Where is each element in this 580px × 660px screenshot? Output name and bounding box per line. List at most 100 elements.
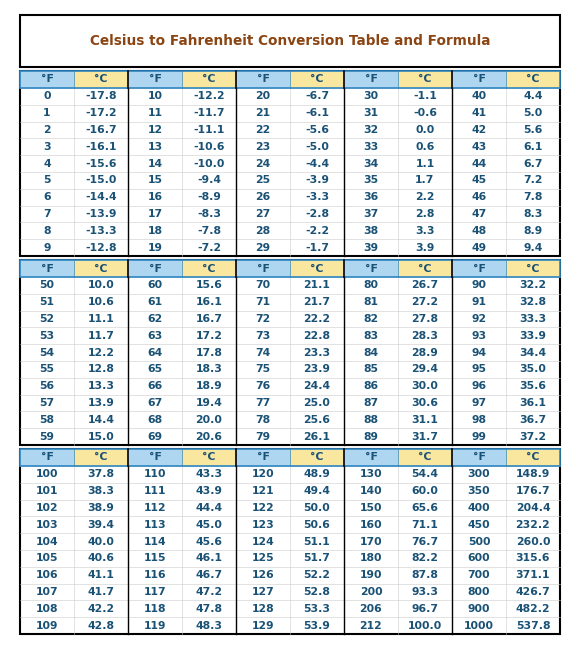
Text: 79: 79 [255,432,270,442]
Bar [452,449,506,466]
Text: -3.3: -3.3 [305,192,329,202]
Text: 9: 9 [44,243,51,253]
Text: 26.7: 26.7 [411,280,438,290]
Text: 27: 27 [255,209,271,219]
Text: 80: 80 [364,280,379,290]
Bar [20,449,560,634]
Text: 8.3: 8.3 [523,209,543,219]
Text: 13: 13 [147,142,162,152]
Text: 116: 116 [144,570,166,580]
Text: 61: 61 [147,297,162,307]
Text: 90: 90 [472,280,487,290]
Text: -6.7: -6.7 [305,91,329,102]
Text: 54: 54 [39,348,55,358]
Text: 20.6: 20.6 [195,432,223,442]
Bar [236,71,290,88]
Bar [398,71,452,88]
Text: 22.8: 22.8 [303,331,331,341]
Bar [74,449,128,466]
Text: 71.1: 71.1 [412,520,438,530]
Text: 126: 126 [252,570,274,580]
Text: 12.8: 12.8 [88,364,114,374]
Text: 32.2: 32.2 [520,280,546,290]
Text: 900: 900 [467,604,490,614]
Text: 482.2: 482.2 [516,604,550,614]
Bar [290,71,344,88]
Text: 36.7: 36.7 [520,414,546,425]
Bar [506,71,560,88]
Text: 114: 114 [144,537,166,546]
Text: 50.0: 50.0 [303,503,331,513]
Bar [236,260,290,277]
Text: 350: 350 [467,486,490,496]
Text: 16: 16 [147,192,162,202]
Text: 88: 88 [364,414,379,425]
Text: 0.6: 0.6 [415,142,434,152]
Text: 129: 129 [252,620,274,630]
Text: 8: 8 [44,226,51,236]
Text: 130: 130 [360,469,382,479]
Text: 75: 75 [255,364,270,374]
Text: 0: 0 [44,91,51,102]
Text: 28.3: 28.3 [411,331,438,341]
Text: 2.2: 2.2 [415,192,435,202]
Text: 36: 36 [364,192,379,202]
Text: 2: 2 [43,125,51,135]
Text: 30.0: 30.0 [412,381,438,391]
Bar [128,71,182,88]
Text: °C: °C [310,453,324,463]
Text: -2.2: -2.2 [305,226,329,236]
Text: -11.7: -11.7 [193,108,225,118]
Text: 29.4: 29.4 [411,364,438,374]
Text: 57: 57 [39,398,55,408]
Text: 38.9: 38.9 [88,503,114,513]
Text: 12.2: 12.2 [88,348,114,358]
Text: 11: 11 [147,108,162,118]
Text: 35.0: 35.0 [520,364,546,374]
Text: 45.0: 45.0 [195,520,223,530]
Text: 3.9: 3.9 [415,243,434,253]
Text: 4: 4 [43,158,51,168]
Text: 44: 44 [472,158,487,168]
Text: 30: 30 [364,91,379,102]
Text: 105: 105 [36,553,58,564]
Text: 12: 12 [147,125,162,135]
Text: 76: 76 [255,381,271,391]
Text: 6: 6 [43,192,51,202]
Text: 5.6: 5.6 [523,125,543,135]
Text: -10.0: -10.0 [193,158,224,168]
Text: 27.8: 27.8 [411,314,438,324]
Text: 160: 160 [360,520,382,530]
Text: 140: 140 [360,486,382,496]
Text: 28: 28 [255,226,270,236]
Text: 45: 45 [472,176,487,185]
Bar [452,71,506,88]
Text: 77: 77 [255,398,271,408]
Text: -16.7: -16.7 [85,125,117,135]
Text: 104: 104 [36,537,59,546]
Text: 212: 212 [360,620,382,630]
Bar [182,449,236,466]
Text: 0.0: 0.0 [415,125,434,135]
Text: 15: 15 [147,176,162,185]
Text: 48.9: 48.9 [303,469,331,479]
Bar [20,71,74,88]
Text: -7.2: -7.2 [197,243,221,253]
Text: 11.7: 11.7 [88,331,114,341]
Text: -10.6: -10.6 [193,142,225,152]
Text: 43: 43 [472,142,487,152]
Text: 74: 74 [255,348,271,358]
Text: 93.3: 93.3 [411,587,438,597]
Text: 17.2: 17.2 [195,331,223,341]
Text: 4.4: 4.4 [523,91,543,102]
Text: °F: °F [256,75,270,84]
Text: 53.3: 53.3 [303,604,331,614]
Bar [20,260,74,277]
Text: 16.7: 16.7 [195,314,223,324]
Text: 41: 41 [472,108,487,118]
Text: Celsius to Fahrenheit Conversion Table and Formula: Celsius to Fahrenheit Conversion Table a… [90,34,490,48]
Text: 6.7: 6.7 [523,158,543,168]
Text: 32: 32 [364,125,379,135]
Text: 19: 19 [147,243,162,253]
Text: 18.9: 18.9 [195,381,222,391]
